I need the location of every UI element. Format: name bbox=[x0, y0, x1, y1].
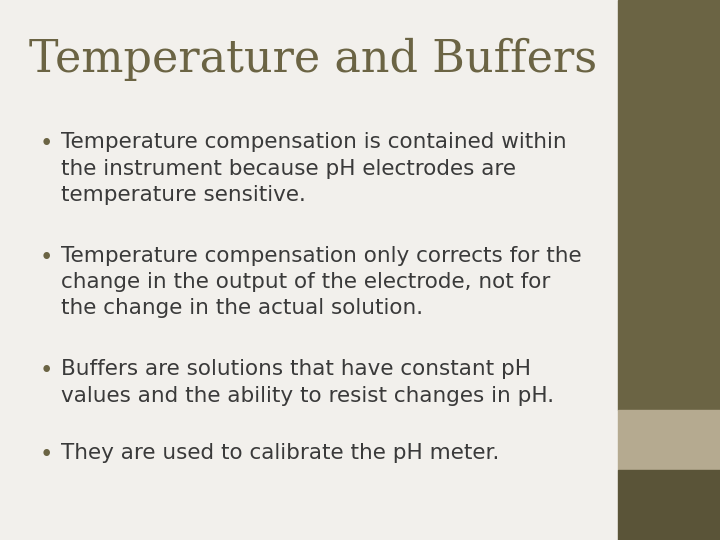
Bar bbox=[618, 410, 720, 470]
Text: Temperature compensation only corrects for the
change in the output of the elect: Temperature compensation only corrects f… bbox=[61, 246, 582, 319]
Text: •: • bbox=[40, 359, 53, 382]
Text: Temperature and Buffers: Temperature and Buffers bbox=[29, 38, 597, 81]
Text: Buffers are solutions that have constant pH
values and the ability to resist cha: Buffers are solutions that have constant… bbox=[61, 359, 554, 406]
Bar bbox=[618, 470, 720, 540]
Text: •: • bbox=[40, 443, 53, 466]
Bar bbox=[618, 0, 720, 410]
Text: •: • bbox=[40, 246, 53, 269]
Text: They are used to calibrate the pH meter.: They are used to calibrate the pH meter. bbox=[61, 443, 500, 463]
Text: •: • bbox=[40, 132, 53, 156]
Text: Temperature compensation is contained within
the instrument because pH electrode: Temperature compensation is contained wi… bbox=[61, 132, 567, 205]
